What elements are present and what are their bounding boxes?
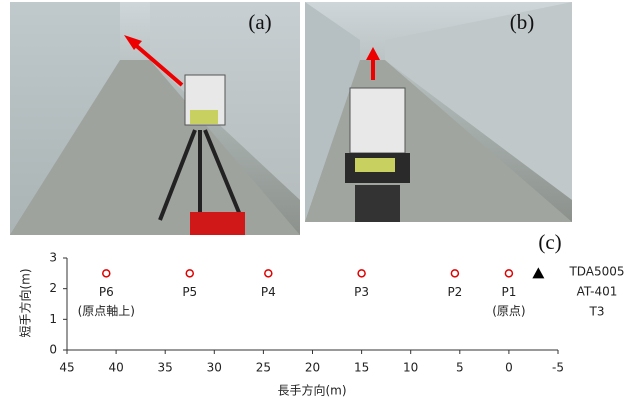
point-label: P5	[182, 285, 197, 299]
y-tick-label: 2	[49, 281, 57, 295]
x-tick-label: 45	[59, 361, 74, 375]
target-marker	[505, 270, 512, 277]
y-tick-label: 1	[49, 312, 57, 326]
panel-label: (a)	[248, 10, 271, 34]
photo-a: (a)	[10, 2, 300, 235]
x-tick-label: 25	[256, 361, 271, 375]
target-marker	[358, 270, 365, 277]
instrument-label: T3	[589, 305, 605, 319]
panel-label: (c)	[538, 230, 561, 254]
y-axis-label: 短手方向(m)	[18, 268, 33, 337]
x-tick-label: 10	[403, 361, 418, 375]
point-label: P6	[99, 285, 114, 299]
x-tick-label: 5	[456, 361, 464, 375]
x-tick-label: 20	[305, 361, 320, 375]
figure: (a) (b) (c) 長手方向(m) 短手方向(m) 454035302520…	[0, 0, 638, 403]
x-tick-label: -5	[552, 361, 564, 375]
target-marker	[265, 270, 272, 277]
x-axis-label: 長手方向(m)	[277, 383, 346, 398]
target-marker	[186, 270, 193, 277]
instrument-label: TDA5005	[568, 265, 624, 279]
point-note: (原点軸上)	[78, 304, 135, 318]
y-tick-label: 0	[49, 343, 57, 357]
target-marker	[451, 270, 458, 277]
x-tick-label: 40	[108, 361, 123, 375]
point-label: P3	[354, 285, 369, 299]
y-tick-label: 3	[49, 251, 57, 265]
panel-label: (b)	[510, 10, 535, 34]
x-tick-label: 0	[505, 361, 513, 375]
x-tick-label: 35	[158, 361, 173, 375]
target-marker	[103, 270, 110, 277]
photo-b: (b)	[305, 2, 572, 222]
x-tick-label: 30	[207, 361, 222, 375]
point-label: P1	[501, 285, 516, 299]
x-tick-label: 15	[354, 361, 369, 375]
instrument-marker	[532, 267, 544, 278]
point-note: (原点)	[492, 304, 525, 318]
point-label: P2	[447, 285, 462, 299]
instrument-label: AT-401	[577, 285, 618, 299]
point-label: P4	[261, 285, 276, 299]
